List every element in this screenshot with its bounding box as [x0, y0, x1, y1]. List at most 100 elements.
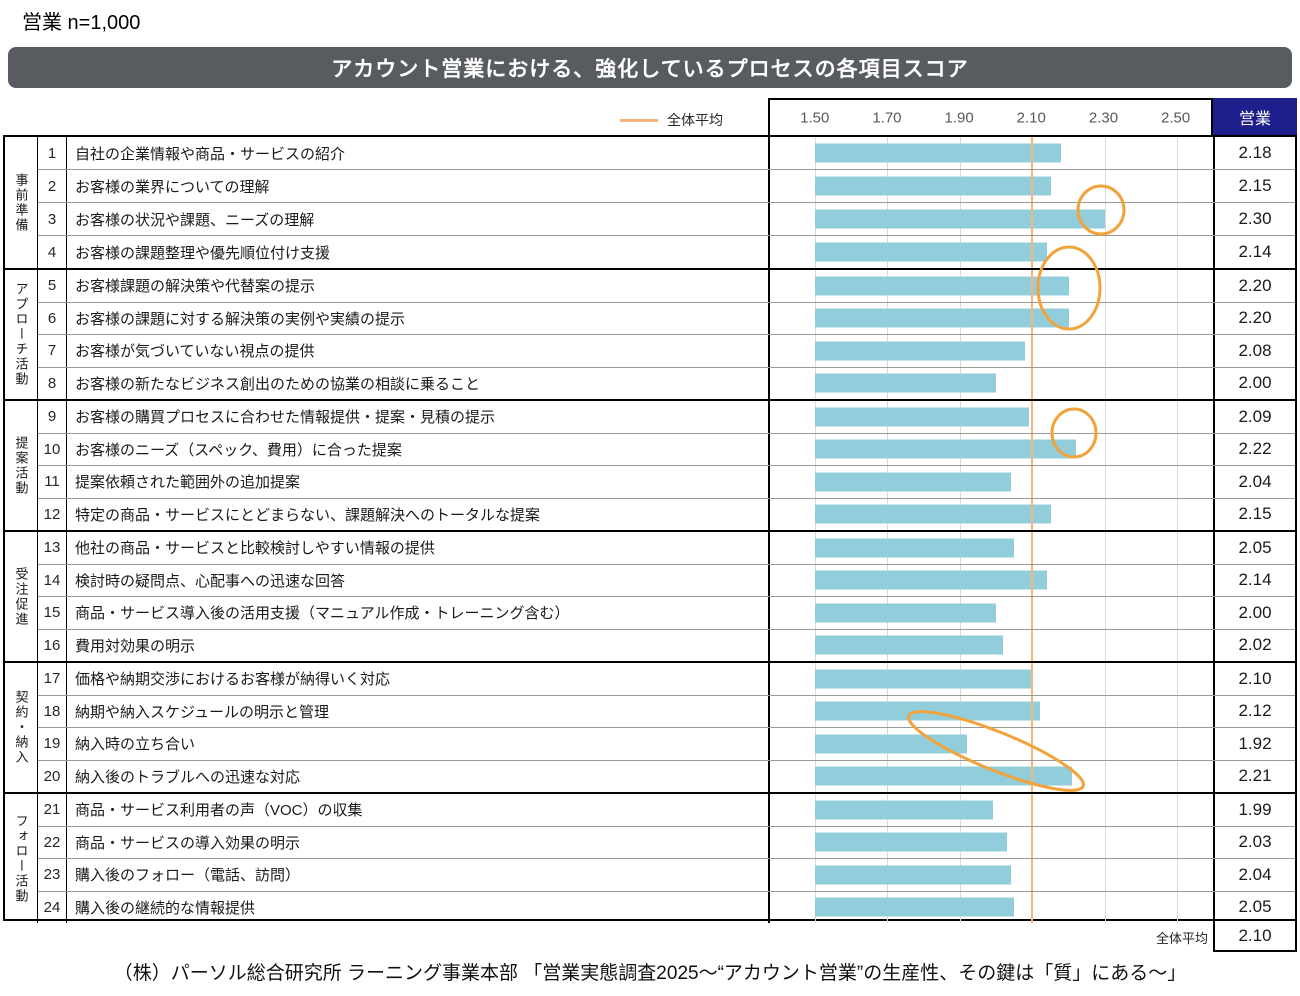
row-plot — [770, 270, 1213, 302]
gridline — [1104, 532, 1106, 564]
axis-tick: 1.70 — [872, 109, 902, 126]
row-label: お客様が気づいていない視点の提供 — [67, 335, 770, 367]
table-row: 4 お客様の課題整理や優先順位付け支援 2.14 — [38, 235, 1295, 268]
row-plot — [770, 760, 1213, 792]
row-plot — [770, 302, 1213, 334]
row-score: 2.12 — [1213, 695, 1295, 727]
score-bar — [814, 570, 1047, 590]
chart-title-bar: アカウント営業における、強化しているプロセスの各項目スコア — [8, 47, 1292, 88]
score-bar — [814, 766, 1073, 786]
source-citation: （株）パーソル総合研究所 ラーニング事業本部 「営業実態調査2025～“アカウン… — [113, 963, 1187, 984]
group-label: 契約・納入 — [5, 663, 38, 792]
average-line — [1031, 137, 1034, 169]
table-row: 15 商品・サービス導入後の活用支援（マニュアル作成・トレーニング含む） 2.00 — [38, 596, 1295, 629]
row-number: 6 — [38, 302, 67, 334]
group-label: 提案活動 — [5, 401, 38, 530]
score-bar — [814, 472, 1011, 492]
row-label: 提案依頼された範囲外の追加提案 — [67, 466, 770, 498]
row-plot — [770, 695, 1213, 727]
gridline — [1104, 137, 1106, 169]
row-score: 2.00 — [1213, 367, 1295, 399]
average-line — [1031, 695, 1034, 727]
table-row: 9 お客様の購買プロセスに合わせた情報提供・提案・見積の提示 2.09 — [38, 401, 1295, 433]
table-row: 8 お客様の新たなビジネス創出のための協業の相談に乗ること 2.00 — [38, 366, 1295, 399]
average-line — [1031, 532, 1034, 564]
row-score: 2.20 — [1213, 270, 1295, 302]
average-line — [1031, 498, 1034, 530]
score-bar — [814, 308, 1069, 328]
legend: 全体平均 — [620, 112, 723, 128]
table-row: 14 検討時の疑問点、心配事への迅速な回答 2.14 — [38, 563, 1295, 596]
table-row: 17 価格や納期交渉におけるお客様が納得いく対応 2.10 — [38, 663, 1295, 695]
gridline — [1177, 826, 1179, 858]
average-line — [1031, 335, 1034, 367]
gridline — [1177, 302, 1179, 334]
average-line — [1031, 663, 1034, 695]
process-group: 契約・納入 17 価格や納期交渉におけるお客様が納得いく対応 2.10 18 納期や納入ス… — [5, 661, 1295, 792]
row-plot — [770, 466, 1213, 498]
gridline — [1104, 794, 1106, 826]
gridline — [1177, 270, 1179, 302]
gridline — [1177, 760, 1179, 792]
score-bar — [814, 341, 1026, 361]
gridline — [1177, 335, 1179, 367]
table-row: 7 お客様が気づいていない視点の提供 2.08 — [38, 334, 1295, 367]
table-row: 19 納入時の立ち合い 1.92 — [38, 727, 1295, 760]
process-group: フォロー活動 21 商品・サービス利用者の声（VOC）の収集 1.99 22 商品・サービ… — [5, 792, 1295, 923]
axis-tick: 1.50 — [800, 109, 830, 126]
table-row: 3 お客様の状況や課題、ニーズの理解 2.30 — [38, 202, 1295, 235]
score-column-header-label: 営業 — [1238, 110, 1271, 128]
row-score: 2.18 — [1213, 137, 1295, 169]
gridline — [1177, 695, 1179, 727]
row-score: 2.14 — [1213, 236, 1295, 268]
gridline — [1104, 728, 1106, 760]
row-number: 13 — [38, 532, 67, 564]
row-number: 21 — [38, 794, 67, 826]
average-line — [1031, 203, 1034, 235]
row-plot — [770, 137, 1213, 169]
row-label: お客様の課題に対する解決策の実例や実績の提示 — [67, 302, 770, 334]
overall-average-value: 2.10 — [1238, 925, 1272, 945]
chart-title: アカウント営業における、強化しているプロセスの各項目スコア — [331, 57, 969, 81]
row-plot — [770, 663, 1213, 695]
gridline — [1177, 728, 1179, 760]
row-score: 2.15 — [1213, 498, 1295, 530]
gridline — [1104, 859, 1106, 891]
gridline — [1104, 367, 1106, 399]
axis-header: 1.50 1.70 1.90 2.10 2.30 2.50 — [768, 98, 1213, 135]
row-score: 2.21 — [1213, 760, 1295, 792]
row-plot — [770, 794, 1213, 826]
average-line — [1031, 270, 1034, 302]
row-plot — [770, 859, 1213, 891]
row-score: 1.99 — [1213, 794, 1295, 826]
row-label: 納入時の立ち合い — [67, 728, 770, 760]
row-score: 2.10 — [1213, 663, 1295, 695]
gridline — [1104, 498, 1106, 530]
row-plot — [770, 629, 1213, 661]
row-number: 18 — [38, 695, 67, 727]
row-score: 2.04 — [1213, 859, 1295, 891]
gridline — [1177, 532, 1179, 564]
row-score: 1.92 — [1213, 728, 1295, 760]
gridline — [1177, 564, 1179, 596]
row-plot — [770, 401, 1213, 433]
row-plot — [770, 367, 1213, 399]
row-number: 5 — [38, 270, 67, 302]
row-plot — [770, 236, 1213, 268]
score-bar — [814, 865, 1011, 885]
row-number: 20 — [38, 760, 67, 792]
row-plot — [770, 597, 1213, 629]
row-plot — [770, 203, 1213, 235]
group-label: 事前準備 — [5, 137, 38, 268]
row-number: 17 — [38, 663, 67, 695]
process-group: 提案活動 9 お客様の購買プロセスに合わせた情報提供・提案・見積の提示 2.09 10 お… — [5, 399, 1295, 530]
gridline — [1104, 695, 1106, 727]
score-bar — [814, 209, 1105, 229]
process-group: 受注促進 13 他社の商品・サービスと比較検討しやすい情報の提供 2.05 14 検討時の… — [5, 530, 1295, 661]
row-label: 他社の商品・サービスと比較検討しやすい情報の提供 — [67, 532, 770, 564]
score-bar — [814, 373, 997, 393]
process-group: 事前準備 1 自社の企業情報や商品・サービスの紹介 2.18 2 お客様の業界についての理… — [5, 137, 1295, 268]
row-score: 2.20 — [1213, 302, 1295, 334]
row-label: お客様の業界についての理解 — [67, 170, 770, 202]
